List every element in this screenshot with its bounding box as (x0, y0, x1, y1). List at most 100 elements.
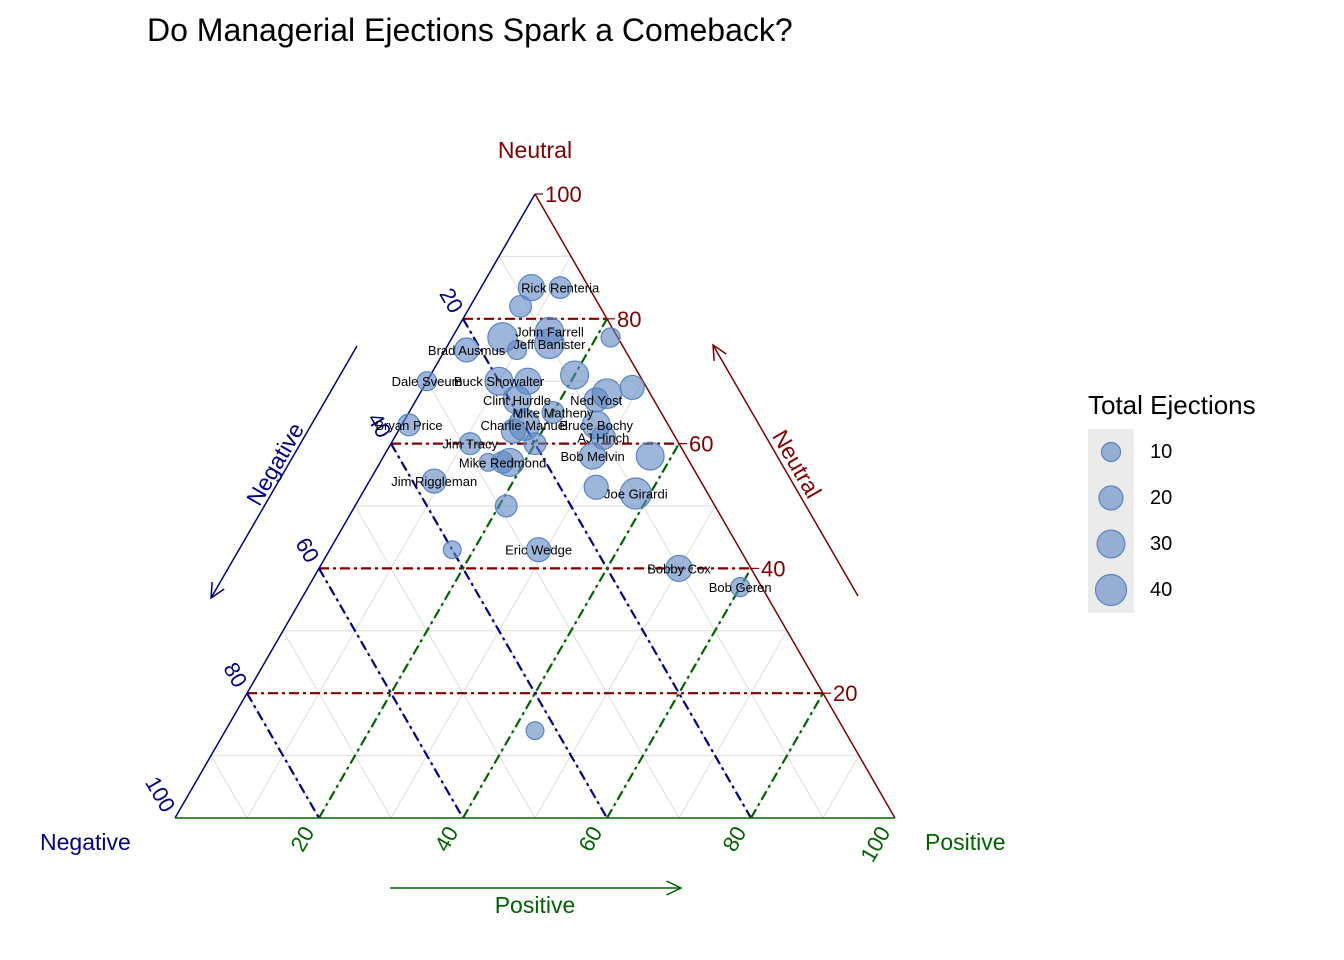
point-label: Bob Geren (709, 580, 772, 595)
arrow-negative (210, 345, 358, 599)
data-point (525, 721, 545, 741)
data-point (560, 360, 590, 390)
point-label: Bryan Price (375, 418, 442, 433)
data-point (397, 413, 421, 437)
grid-line-negative (354, 505, 536, 819)
data-point (523, 432, 547, 456)
grid-line-positive (822, 755, 860, 819)
arrow-neutral-head (712, 343, 727, 362)
point-label: Mike Redmond (459, 455, 546, 470)
data-point (578, 442, 607, 470)
tick-label-negative: 60 (290, 533, 324, 567)
data-point (494, 494, 518, 518)
legend-dot (1100, 441, 1122, 463)
point-label: Bob Melvin (560, 449, 624, 464)
grid-line-negative (282, 630, 392, 819)
size-legend: Total Ejections 10 20 30 40 (1088, 390, 1328, 613)
arrow-neutral (712, 344, 859, 597)
major-line-negative (318, 567, 464, 819)
data-point (619, 477, 652, 510)
legend-key (1088, 429, 1134, 475)
legend-dot (1096, 529, 1126, 559)
point-label: Jim Tracy (442, 437, 498, 452)
ternary-plot: 202020404040606060808080100100100Neutral… (40, 137, 1006, 918)
edge-neutral (534, 193, 896, 819)
point-label: John Farrell (515, 324, 584, 339)
grid-line-negative (210, 755, 248, 819)
point-label: Clint Hurdle (483, 393, 551, 408)
arrow-negative-head (210, 581, 225, 600)
data-point (484, 366, 514, 396)
data-point (635, 441, 665, 471)
corner-label-negative: Negative (40, 829, 131, 855)
data-point (421, 468, 447, 494)
data-point (730, 577, 751, 598)
triangle-frame (174, 193, 896, 819)
point-layer (397, 274, 751, 741)
tick-label-neutral: 80 (617, 307, 641, 332)
point-label: Jeff Banister (513, 337, 586, 352)
major-line-negative (246, 692, 320, 819)
legend-label: 40 (1150, 578, 1173, 601)
data-point (600, 327, 621, 348)
legend-title: Total Ejections (1088, 390, 1256, 420)
legend-label: 30 (1150, 532, 1173, 555)
tick-label-positive: 80 (717, 822, 751, 856)
data-point (506, 339, 528, 361)
tick-label-neutral: 60 (689, 432, 713, 457)
tick-label-positive: 40 (429, 822, 463, 856)
legend-key (1088, 567, 1134, 613)
point-label: Charlie Manuel (480, 418, 568, 433)
legend-dot (1094, 573, 1128, 607)
point-label: AJ Hinch (577, 430, 629, 445)
point-label: Buck Showalter (454, 374, 545, 389)
major-line-positive (606, 567, 752, 819)
data-point (495, 447, 525, 477)
point-label: Dale Sveum (392, 374, 463, 389)
corner-label-neutral: Neutral (498, 137, 572, 163)
data-point (416, 371, 438, 392)
tick-label-positive: 60 (573, 822, 607, 856)
arrow-positive-head (666, 880, 683, 896)
major-line-negative (390, 443, 608, 819)
data-point (548, 276, 572, 300)
legend-label: 20 (1150, 486, 1173, 509)
legend-item: 30 (1088, 521, 1328, 567)
point-label: Joe Girardi (604, 487, 668, 502)
legend-dot (1098, 485, 1124, 511)
data-point (458, 432, 482, 456)
point-label: Jim Riggleman (391, 474, 477, 489)
legend-key (1088, 475, 1134, 521)
grid-layer (210, 255, 860, 819)
point-label: Eric Wedge (505, 543, 572, 558)
point-label: Ned Yost (570, 393, 622, 408)
legend-label: 10 (1150, 440, 1173, 463)
tick-label-neutral: 100 (545, 182, 582, 207)
tick-label-neutral: 40 (761, 556, 785, 581)
point-label: Mike Matheny (513, 405, 594, 420)
tick-label-positive: 20 (285, 822, 319, 856)
data-point (534, 328, 565, 360)
tick-label-positive: 100 (855, 822, 895, 866)
data-point (517, 274, 546, 302)
data-point (442, 540, 462, 560)
legend-key (1088, 521, 1134, 567)
legend-item: 40 (1088, 567, 1328, 613)
edge-negative (174, 193, 536, 819)
corner-label-positive: Positive (925, 829, 1006, 855)
tick-label-neutral: 20 (833, 681, 857, 706)
chart-title: Do Managerial Ejections Spark a Comeback… (147, 12, 793, 48)
data-point (619, 374, 645, 401)
axis-title-negative: Negative (241, 418, 309, 510)
data-point (509, 294, 533, 318)
point-label: Bobby Cox (647, 561, 711, 576)
data-point (526, 537, 552, 563)
tick-label-negative: 80 (218, 658, 252, 692)
legend-item: 20 (1088, 475, 1328, 521)
tick-label-negative: 100 (140, 772, 180, 816)
point-label: Brad Ausmus (428, 343, 506, 358)
point-label: Bruce Bochy (559, 418, 633, 433)
point-label: Rick Renteria (521, 281, 600, 296)
axis-title-positive: Positive (495, 892, 576, 918)
